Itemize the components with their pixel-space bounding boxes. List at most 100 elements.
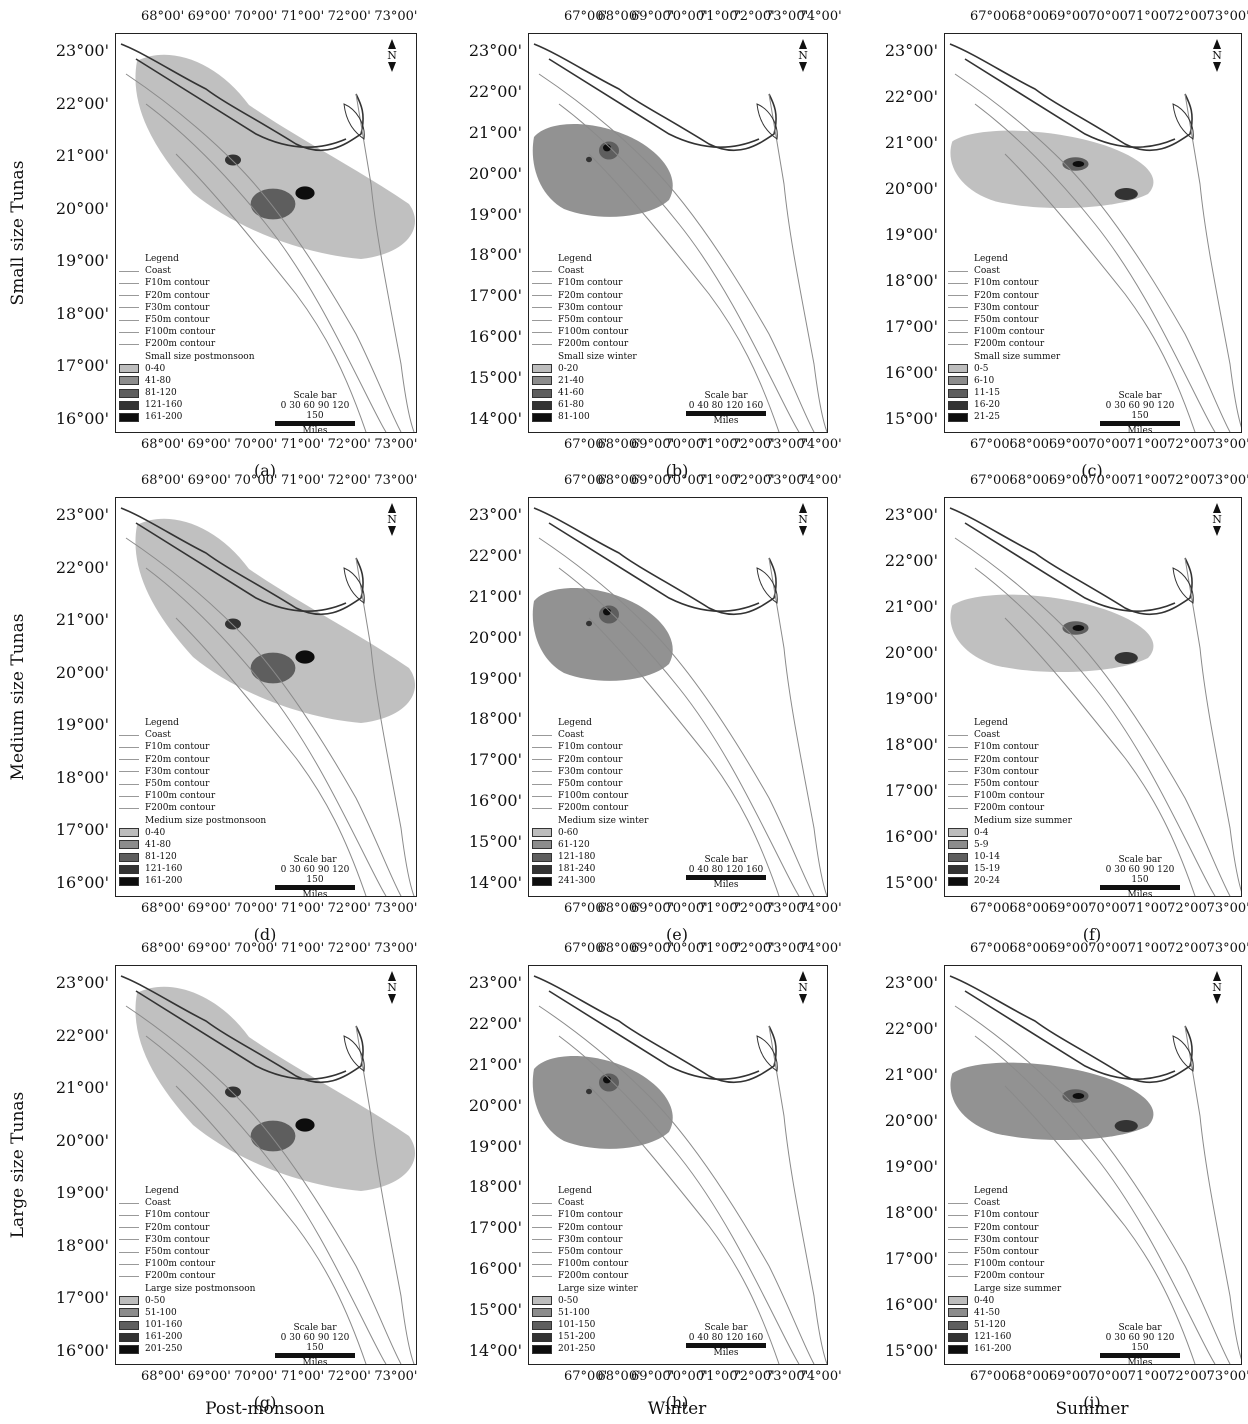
hotspot (603, 144, 611, 152)
legend-line-swatch (532, 343, 552, 345)
scale-bar-graphic (686, 411, 766, 416)
x-tick-label: 70°00' (664, 901, 708, 916)
north-arrow-head (388, 503, 396, 513)
scale-ticks: 0 30 60 90 120 150 (1105, 865, 1175, 885)
legend-class-item: 201-250 (532, 1343, 638, 1355)
scale-unit: Miles (1127, 1358, 1153, 1368)
depth-contour (538, 537, 815, 896)
legend-class-label: 11-15 (974, 388, 1000, 399)
legend-class-item: 15-19 (948, 863, 1072, 875)
scale-unit: Miles (1127, 890, 1153, 900)
legend-line-label: Coast (974, 266, 1000, 277)
legend-class-swatch (948, 852, 968, 862)
scale-bar: Scale bar 0 30 60 90 120 150 Miles (1100, 1323, 1180, 1368)
x-tick-label: 73°00' (765, 1369, 809, 1384)
y-tick-label: 20°00' (884, 179, 938, 198)
legend-line-item: F10m contour (532, 741, 648, 753)
legend-line-item: Coast (948, 729, 1072, 741)
legend-line-label: F50m contour (558, 314, 623, 325)
legend-line-label: F20m contour (974, 290, 1039, 301)
legend-line-item: F100m contour (119, 790, 266, 802)
y-tick-label: 19°00' (468, 668, 522, 688)
y-tick-label: 15°00' (468, 1300, 522, 1320)
north-arrow-head (1213, 971, 1221, 981)
x-tick-label: 73°00' (1206, 437, 1248, 452)
x-tick-label: 68°00' (1009, 9, 1053, 24)
y-tick-label: 19°00' (468, 204, 522, 224)
legend-title: Legend (558, 718, 592, 728)
legend-class-item: 51-100 (119, 1307, 255, 1319)
legend-class-title: Medium size winter (532, 815, 648, 827)
legend-class-item: 51-100 (532, 1307, 638, 1319)
x-tick-label: 69°00' (631, 9, 675, 24)
y-tick-label: 16°00' (468, 1259, 522, 1279)
x-tick-label: 72°00' (1167, 473, 1211, 488)
x-tick-label: 68°00' (597, 9, 641, 24)
y-tick-label: 18°00' (468, 1177, 522, 1197)
scale-ticks: 0 40 80 120 160 (688, 401, 764, 411)
north-arrow-tail (1213, 526, 1221, 536)
depth-contour (538, 1005, 815, 1364)
legend-line-swatch (119, 343, 139, 345)
legend-line-swatch (948, 319, 968, 321)
x-tick-label: 69°00' (187, 437, 231, 452)
legend-title: Legend (145, 254, 179, 264)
y-tick-label: 22°00' (884, 87, 938, 106)
y-tick-label: 23°00' (468, 41, 522, 60)
legend-class-item: 0-50 (119, 1295, 255, 1307)
scale-bar-graphic (686, 1343, 766, 1348)
legend-class-swatch (532, 413, 552, 423)
x-tick-label: 71°00' (698, 1369, 742, 1384)
legend-line-item: F30m contour (532, 766, 648, 778)
scale-bar: Scale bar 0 30 60 90 120 150 Miles (275, 391, 355, 436)
depth-contour (125, 73, 402, 432)
legend-class-swatch (948, 1332, 968, 1342)
legend-line-item: F100m contour (532, 326, 637, 338)
depth-contour (558, 1035, 800, 1364)
legend-line-item: F20m contour (119, 290, 255, 302)
scale-bar: Scale bar 0 40 80 120 160 Miles (686, 391, 766, 426)
x-tick-label: 70°00' (1088, 1369, 1132, 1384)
legend-class-item: 161-200 (948, 1343, 1061, 1355)
depth-contour (355, 557, 415, 896)
legend-class-swatch (948, 400, 968, 410)
y-tick-label: 20°00' (55, 198, 109, 218)
catch-area (950, 1062, 1154, 1141)
legend-class-label: 81-100 (558, 412, 590, 423)
y-tick-label: 22°00' (55, 1025, 109, 1045)
y-tick-label: 21°00' (884, 597, 938, 616)
legend-class-swatch (948, 828, 968, 838)
x-tick-label: 67°00' (564, 1369, 608, 1384)
legend-class-swatch (948, 413, 968, 423)
legend-line-item: F50m contour (948, 314, 1060, 326)
x-tick-label: 74°00' (798, 941, 842, 956)
legend-line-item: F10m contour (948, 277, 1060, 289)
x-tick-label: 67°00' (564, 901, 608, 916)
gulf-outline (343, 567, 365, 604)
depth-contour (588, 617, 780, 896)
legend-class-label: 151-200 (558, 1332, 596, 1343)
legend-class-item: 0-5 (948, 363, 1060, 375)
legend-class-swatch (948, 388, 968, 398)
legend-class-item: 241-300 (532, 875, 648, 887)
legend-line-swatch (119, 1275, 139, 1277)
legend-line-swatch (948, 1251, 968, 1253)
legend-class-label: 161-200 (974, 1344, 1012, 1355)
y-tick-label: 17°00' (884, 317, 938, 336)
legend-line-label: F200m contour (145, 803, 216, 814)
map-graphic (120, 43, 415, 432)
legend-class-label: 161-200 (145, 1332, 183, 1343)
x-tick-label: 67°00' (564, 9, 608, 24)
y-tick-label: 15°00' (468, 832, 522, 852)
legend-line-swatch (948, 307, 968, 309)
hotspot (295, 1118, 315, 1132)
legend-line-item: Coast (532, 265, 637, 277)
north-arrow-head (799, 39, 807, 49)
legend-line-item: F200m contour (119, 1270, 255, 1282)
scale-ticks: 0 30 60 90 120 150 (1105, 1333, 1175, 1353)
y-tick-label: 16°00' (55, 873, 109, 892)
hotspot (603, 1076, 611, 1084)
legend-line-label: F10m contour (974, 1210, 1039, 1221)
north-arrow-tail (388, 994, 396, 1004)
x-tick-label: 72°00' (731, 901, 775, 916)
